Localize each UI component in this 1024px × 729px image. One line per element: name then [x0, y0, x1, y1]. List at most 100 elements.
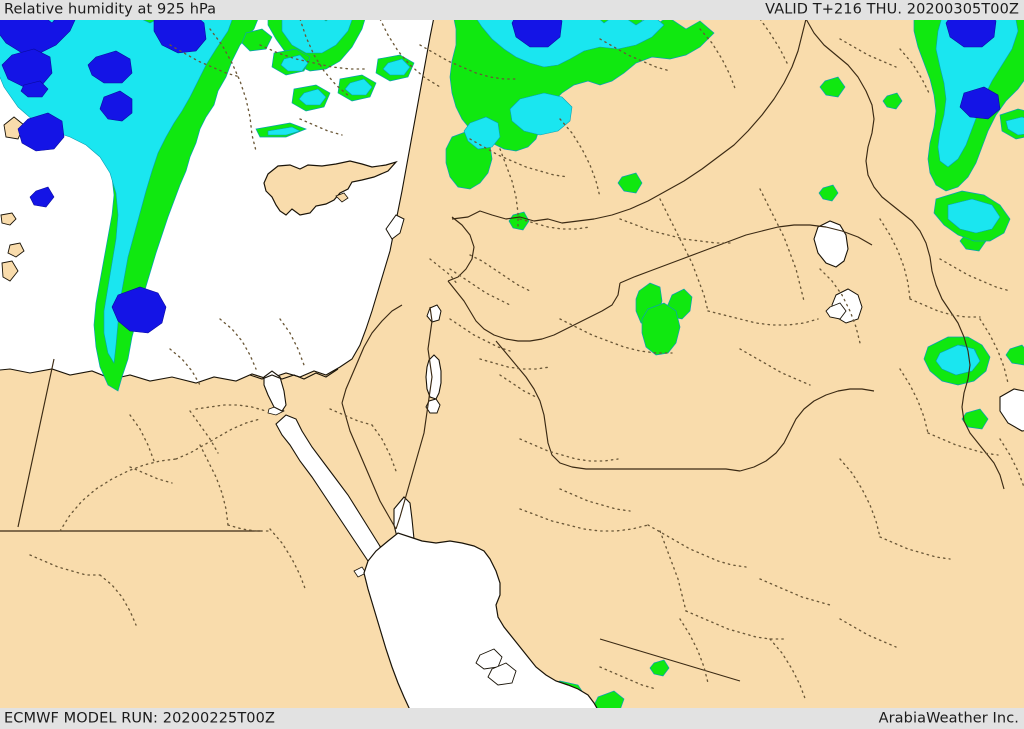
border-jordan-saudi — [495, 340, 741, 472]
page-title: Relative humidity at 925 hPa — [4, 1, 217, 18]
admin-syria-3 — [519, 218, 591, 230]
rh-blue-12 — [959, 86, 1001, 120]
rh-blue-6 — [87, 50, 133, 84]
rh-green-patch-cyp5 — [241, 28, 273, 52]
admin-turkey-4 — [379, 19, 441, 88]
aegean-islet-3 — [1, 260, 19, 282]
persian-gulf — [999, 388, 1024, 432]
admin-turkey-1 — [259, 44, 369, 70]
rh-cyan-zagros-3 — [1005, 116, 1024, 136]
border-israel-egypt — [341, 402, 397, 530]
border-egypt-israel-n — [341, 304, 403, 404]
admin-saudi-6 — [839, 458, 881, 538]
admin-sinai-1 — [329, 408, 373, 426]
border-jordan-iraq — [619, 224, 873, 284]
model-run-label: ECMWF MODEL RUN: 20200225T00Z — [4, 710, 275, 727]
rh-cyan-patch-2 — [298, 88, 327, 106]
dead-sea-south — [425, 398, 441, 414]
rh-cyan-patch-4 — [382, 58, 411, 76]
border-egypt-libya — [17, 358, 55, 528]
admin-egypt-11 — [99, 574, 137, 626]
border-syria-jordan — [447, 280, 621, 342]
admin-iraq-9 — [909, 298, 981, 318]
admin-saudi-7 — [879, 536, 951, 560]
admin-egypt-4 — [199, 444, 229, 526]
red-sea-bay-2 — [487, 662, 517, 686]
admin-syria-7 — [429, 258, 459, 286]
admin-anatolia-6 — [839, 38, 897, 68]
rh-green-dot-d — [818, 184, 839, 202]
rh-cyan-sliver — [267, 126, 301, 136]
border-iraq-iran — [805, 19, 1005, 490]
rh-blue-3 — [17, 112, 65, 152]
admin-saudi-2 — [647, 524, 747, 568]
admin-turkey-3 — [299, 19, 351, 98]
admin-saudi-9 — [927, 432, 999, 456]
rh-cyan-syria-3 — [463, 116, 501, 150]
nile-delta-coast — [249, 368, 339, 380]
rh-blue-4 — [20, 80, 49, 98]
admin-anatolia-1 — [169, 44, 241, 78]
admin-saudi-13 — [839, 618, 897, 648]
admin-iraq-4 — [759, 188, 805, 302]
admin-saudi-1 — [519, 508, 649, 532]
admin-iraq-8 — [879, 218, 911, 300]
rh-blue-11 — [945, 19, 997, 48]
admin-egypt-1 — [59, 458, 177, 532]
admin-anatolia-7 — [299, 118, 343, 136]
rh-blue-10 — [511, 19, 563, 48]
admin-iran-1 — [939, 258, 1011, 292]
admin-jordan-5 — [559, 488, 631, 512]
admin-saudi-11 — [679, 618, 709, 684]
admin-syria-4 — [559, 118, 601, 198]
map-header-bar: Relative humidity at 925 hPa VALID T+216… — [0, 0, 1024, 20]
admin-saudi-12 — [769, 638, 807, 702]
border-saudi-iraq — [739, 388, 875, 472]
admin-jordan-4 — [519, 438, 619, 462]
admin-iran-3 — [999, 438, 1024, 488]
aegean-islet-1 — [0, 212, 17, 226]
rh-blue-9 — [153, 19, 207, 54]
map-canvas[interactable] — [0, 19, 1024, 710]
admin-anatolia-4 — [699, 28, 737, 92]
admin-iraq-6 — [739, 348, 811, 386]
admin-iraq-2 — [659, 198, 709, 312]
admin-anatolia-3 — [599, 38, 671, 72]
credit-label: ArabiaWeather Inc. — [878, 710, 1019, 727]
admin-egypt-3 — [129, 466, 173, 484]
admin-iraq-3 — [707, 310, 819, 326]
dead-sea — [425, 354, 442, 400]
admin-syria-5 — [449, 268, 511, 306]
admin-egypt-9 — [269, 528, 307, 592]
rh-cyan-patch-1 — [280, 54, 309, 72]
valid-time-label: VALID T+216 THU. 20200305T00Z — [765, 1, 1019, 18]
levant-coast-detail — [385, 214, 405, 240]
admin-iraq-1 — [619, 218, 733, 244]
admin-saudi-4 — [685, 610, 785, 640]
admin-turkey-2 — [209, 28, 257, 152]
border-turkey-syria — [451, 19, 807, 224]
admin-syria-1 — [469, 138, 569, 178]
weather-map-svg — [0, 19, 1024, 710]
rh-cyan-iraq — [935, 344, 981, 376]
aegean-islet-2 — [7, 242, 25, 258]
rh-cyan-nw-core — [0, 19, 233, 364]
admin-iran-2 — [979, 318, 1009, 384]
cyprus-island — [263, 160, 398, 216]
admin-egypt-12 — [29, 554, 101, 576]
admin-saudi-8 — [899, 368, 929, 434]
rh-green-dot-a — [617, 172, 643, 194]
admin-jordan-2 — [479, 358, 551, 370]
admin-jordan-1 — [449, 318, 511, 352]
map-footer-bar: ECMWF MODEL RUN: 20200225T00Z ArabiaWeat… — [0, 708, 1024, 729]
admin-anatolia-2 — [419, 44, 519, 80]
admin-iraq-5 — [559, 318, 673, 354]
admin-egypt-8 — [195, 404, 267, 412]
rh-green-jordan-3 — [641, 302, 681, 356]
rh-blue-7 — [99, 90, 133, 122]
country-borders — [0, 19, 1005, 682]
admin-egypt-2 — [175, 418, 261, 460]
rh-cyan-contours — [0, 19, 1024, 376]
rh-cyan-anat-1 — [281, 19, 353, 54]
